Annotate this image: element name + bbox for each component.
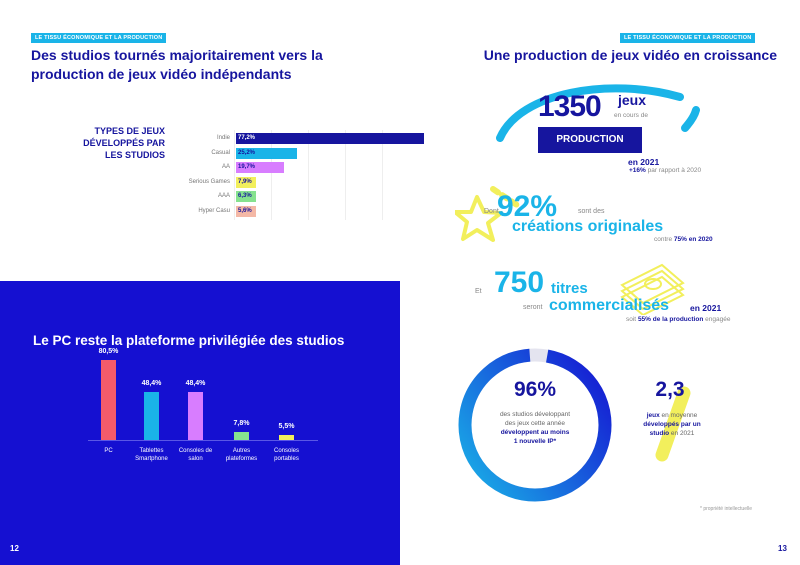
bar: 77,2%	[236, 133, 425, 144]
share-value: 55% de la production	[637, 316, 704, 323]
star-icon	[455, 186, 520, 242]
bar-category-label: Tablettes Smartphone	[135, 448, 168, 462]
et-text: Et	[475, 288, 482, 295]
title-line: production de jeux vidéo indépendants	[31, 66, 292, 82]
avg-line: développés par un	[643, 421, 701, 428]
types-title-line: TYPES DE JEUX	[94, 126, 165, 136]
bar: 5,6%	[236, 205, 256, 217]
footnote: * propriété intellectuelle	[700, 506, 752, 512]
ip-donut	[458, 348, 612, 502]
avg-rest: en 2021	[670, 430, 695, 437]
bar-category-label: Consoles de salon	[178, 448, 213, 462]
bar-value-label: 48,4%	[185, 380, 206, 388]
title-line: Des studios tournés majoritairement vers…	[31, 47, 323, 63]
avg-line: studio en 2021	[626, 429, 718, 438]
share-post: engagée	[705, 316, 731, 323]
platforms-chart: 80,5% PC 48,4% Tablettes Smartphone 48,4% Cons…	[0, 281, 400, 565]
games-number: 1350	[538, 90, 602, 123]
year-label: en 2021	[628, 157, 660, 167]
page-number: 13	[778, 544, 787, 553]
avg-line: jeux en moyenne	[626, 411, 718, 420]
ip-line: développent au moins	[500, 429, 570, 436]
page-number: 12	[10, 544, 19, 553]
types-chart-title: TYPES DE JEUX DÉVELOPPÉS PAR LES STUDIOS	[80, 125, 165, 161]
bar	[234, 432, 249, 440]
bar-category-label: Casual	[211, 149, 230, 156]
compare-text: contre	[654, 236, 673, 243]
originals-compare: contre 75% en 2020	[654, 236, 713, 243]
types-title-line: DÉVELOPPÉS PAR	[83, 138, 165, 148]
ip-line: des studios développant	[499, 411, 571, 418]
growth-value: +16%	[629, 167, 646, 174]
platforms-panel: Le PC reste la plateforme privilégiée de…	[0, 281, 400, 565]
bar-category-label: AA	[221, 164, 230, 170]
ip-line: 1 nouvelle IP*	[513, 438, 557, 445]
arc-decoration	[496, 84, 700, 142]
bar: 6,3%	[236, 191, 256, 202]
bar: 7,9%	[236, 176, 256, 188]
slash-decoration	[655, 386, 691, 462]
game-types-chart: Indie 77,2% Casual 25,2% AA 19,7% Serious Game…	[170, 130, 425, 220]
bar: 19,7%	[236, 162, 285, 173]
platforms-title: Le PC reste la plateforme privilégiée de…	[33, 333, 345, 348]
dont-text: Dont	[484, 208, 499, 215]
bar-category-label: PC	[104, 448, 113, 454]
ip-line: des jeux cette année	[505, 420, 565, 427]
page-title: Une production de jeux vidéo en croissan…	[483, 47, 777, 63]
avg-number: 2,3	[655, 378, 685, 401]
avg-bold: jeux	[646, 412, 660, 419]
bar: 25,2%	[236, 147, 298, 159]
avg-rest: en moyenne	[661, 412, 698, 419]
bar-category-label: Indie	[216, 135, 230, 141]
growth-text: par rapport à 2020	[647, 167, 702, 174]
bar	[101, 360, 116, 440]
bar-category-label: AAA	[217, 193, 230, 199]
bar	[144, 392, 159, 440]
bar	[279, 434, 294, 440]
ip-text: des studios développant des jeux cette a…	[455, 410, 615, 446]
production-label: PRODUCTION	[538, 127, 642, 153]
page-title: Des studios tournés majoritairement vers…	[31, 46, 401, 84]
bar-category-label: Serious Games	[188, 178, 230, 185]
ip-pct: 96%	[513, 378, 557, 401]
bar-value-label: 80,5%	[98, 348, 119, 356]
types-title-line: LES STUDIOS	[104, 150, 165, 160]
commercial-label: commercialisés	[549, 297, 670, 314]
titles-sub: seront	[523, 304, 543, 311]
money-icon	[620, 263, 685, 315]
bar	[188, 392, 203, 440]
section-tag: LE TISSU ÉCONOMIQUE ET LA PRODUCTION	[620, 33, 756, 43]
bar-value-label: 7,8%	[233, 420, 250, 428]
commercial-year: en 2021	[690, 303, 722, 313]
originals-label: créations originales	[512, 218, 664, 235]
growth-note: +16% par rapport à 2020	[629, 167, 701, 174]
bar-category-label: Consoles portables	[273, 448, 299, 462]
games-word: jeux	[618, 92, 647, 108]
bar-category-label: Autres plateformes	[225, 448, 258, 462]
bar-value-label: 48,4%	[141, 380, 162, 388]
bar-category-label: Hyper Casu	[198, 207, 230, 214]
originals-pct: 92%	[497, 190, 558, 223]
commercial-share: soit 55% de la production engagée	[626, 316, 730, 323]
chart-baseline	[88, 440, 318, 441]
games-sub: en cours de	[614, 112, 648, 119]
bar-value-label: 5,5%	[278, 422, 295, 430]
titles-word: titres	[551, 280, 588, 297]
originals-sub: sont des	[578, 208, 605, 215]
avg-text: jeux en moyenne développés par un studio…	[626, 411, 718, 438]
compare-value: 75% en 2020	[673, 236, 713, 243]
section-tag: LE TISSU ÉCONOMIQUE ET LA PRODUCTION	[31, 33, 167, 43]
avg-bold: studio	[649, 430, 670, 437]
share-pre: soit	[626, 316, 637, 323]
titles-number: 750	[494, 266, 545, 299]
